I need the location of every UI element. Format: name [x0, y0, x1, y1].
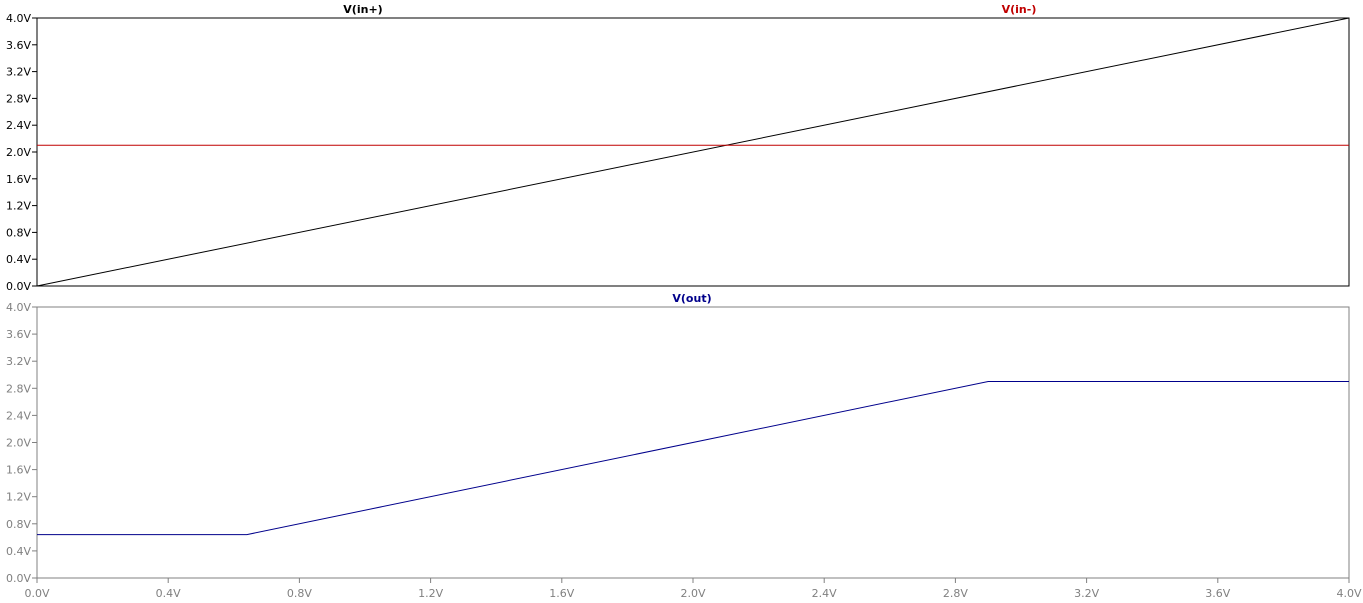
y-tick-label: 3.2V: [6, 355, 31, 368]
x-tick-label: 0.8V: [287, 587, 312, 600]
y-tick-label: 0.0V: [6, 280, 31, 293]
y-tick-label: 0.4V: [6, 253, 31, 266]
y-tick-label: 2.4V: [6, 119, 31, 132]
y-tick-label: 2.8V: [6, 92, 31, 105]
series-title: V(out): [672, 292, 711, 305]
y-tick-label: 2.4V: [6, 409, 31, 422]
y-tick-label: 3.6V: [6, 328, 31, 341]
y-tick-label: 0.4V: [6, 545, 31, 558]
y-tick-label: 0.8V: [6, 518, 31, 531]
series-line: [37, 381, 1349, 536]
x-tick-label: 2.0V: [680, 587, 705, 600]
x-tick-label: 1.6V: [549, 587, 574, 600]
y-tick-label: 1.2V: [6, 200, 31, 213]
y-tick-label: 0.0V: [6, 572, 31, 585]
x-tick-label: 3.2V: [1074, 587, 1099, 600]
y-tick-label: 2.0V: [6, 437, 31, 450]
y-tick-label: 4.0V: [6, 301, 31, 314]
y-tick-label: 4.0V: [6, 12, 31, 25]
y-tick-label: 1.2V: [6, 491, 31, 504]
y-tick-label: 2.0V: [6, 146, 31, 159]
x-tick-label: 0.4V: [156, 587, 181, 600]
y-tick-label: 3.2V: [6, 66, 31, 79]
series-line: [36, 17, 1350, 287]
series-title: V(in+): [343, 3, 382, 16]
y-tick-label: 1.6V: [6, 464, 31, 477]
series-title: V(in-): [1002, 3, 1037, 16]
y-tick-label: 0.8V: [6, 226, 31, 239]
x-tick-label: 2.4V: [812, 587, 837, 600]
y-tick-label: 1.6V: [6, 173, 31, 186]
y-tick-label: 2.8V: [6, 382, 31, 395]
x-tick-label: 0.0V: [24, 587, 49, 600]
x-tick-label: 1.2V: [418, 587, 443, 600]
x-tick-label: 3.6V: [1205, 587, 1230, 600]
x-tick-label: 2.8V: [943, 587, 968, 600]
x-tick-label: 4.0V: [1336, 587, 1361, 600]
y-tick-label: 3.6V: [6, 39, 31, 52]
